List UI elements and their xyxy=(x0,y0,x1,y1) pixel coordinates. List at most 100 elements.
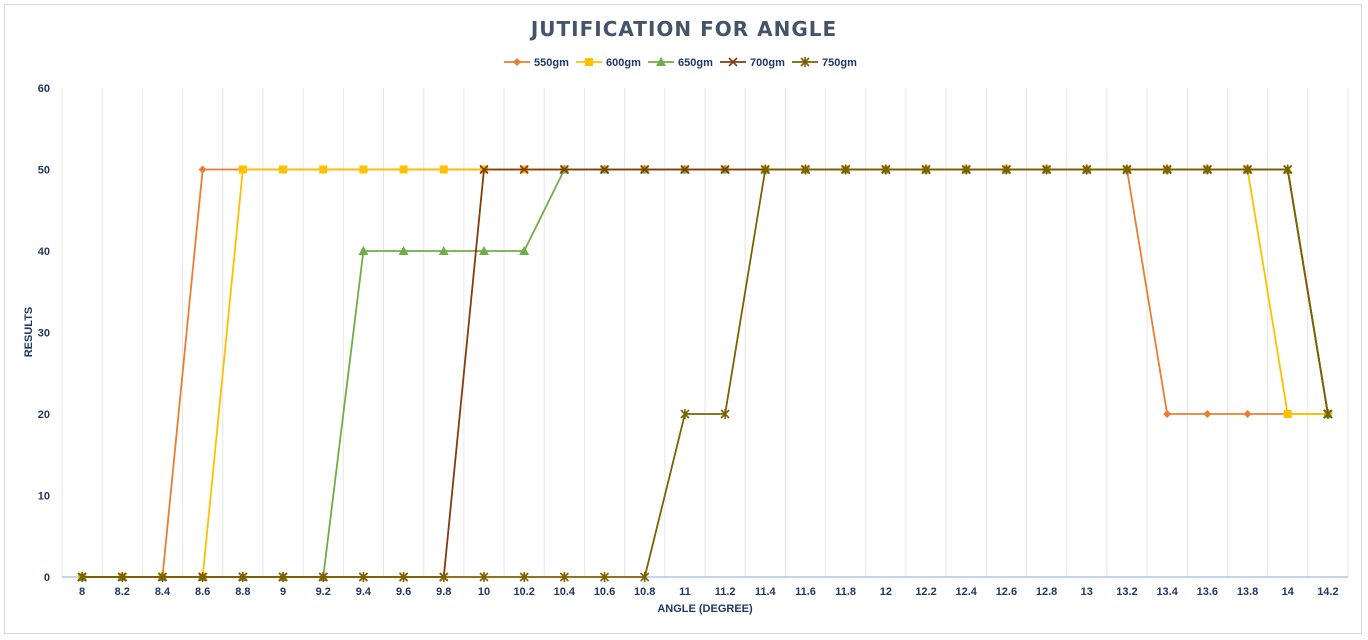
y-tick-label: 0 xyxy=(44,572,50,584)
legend-label: 550gm xyxy=(534,57,569,69)
data-point xyxy=(1283,164,1293,175)
legend-label: 750gm xyxy=(822,57,857,69)
y-tick-label: 30 xyxy=(38,328,50,340)
data-point xyxy=(117,572,127,582)
data-point xyxy=(760,164,770,175)
data-point xyxy=(680,409,690,419)
data-point xyxy=(438,246,449,255)
data-point xyxy=(319,165,328,174)
data-point xyxy=(1323,409,1333,419)
data-point xyxy=(921,164,931,175)
x-tick-label: 14 xyxy=(1282,586,1295,598)
data-point xyxy=(238,165,247,174)
data-point xyxy=(479,164,489,175)
data-point xyxy=(198,572,208,582)
data-point xyxy=(359,165,368,174)
legend-marker xyxy=(800,57,810,67)
data-point xyxy=(318,572,328,582)
legend-label: 600gm xyxy=(606,57,641,69)
x-tick-label: 9.2 xyxy=(316,586,331,598)
data-point xyxy=(1042,164,1052,175)
legend-marker xyxy=(513,58,521,66)
data-point xyxy=(157,572,168,582)
data-point xyxy=(1163,410,1172,418)
data-point xyxy=(720,409,730,419)
data-point xyxy=(1122,164,1132,175)
x-axis-ticks: 8 8.2 8.4 8.6 8.8 9 9.2 9.4 9.6 9.8 10 10.2 10.4 10.6… xyxy=(79,586,1339,598)
data-point xyxy=(720,164,730,175)
data-point xyxy=(1283,410,1292,418)
data-point xyxy=(961,164,971,175)
y-tick-label: 10 xyxy=(38,491,50,503)
y-tick-label: 20 xyxy=(38,409,50,421)
y-tick-label: 60 xyxy=(38,83,50,95)
x-tick-label: 9.6 xyxy=(396,586,411,598)
data-point xyxy=(358,246,369,255)
x-tick-label: 13.6 xyxy=(1197,586,1218,598)
x-tick-label: 8.4 xyxy=(155,586,171,598)
y-axis-title: RESULTS xyxy=(23,307,35,358)
data-point xyxy=(439,572,449,582)
legend-item-650gm: 650gm xyxy=(648,57,713,69)
data-point xyxy=(640,164,650,175)
x-tick-label: 12.8 xyxy=(1036,586,1057,598)
x-tick-label: 8.2 xyxy=(115,586,130,598)
data-point xyxy=(640,572,650,582)
data-point xyxy=(399,572,409,582)
chart-frame xyxy=(4,4,1362,634)
x-tick-label: 14.2 xyxy=(1317,586,1338,598)
x-axis-title: ANGLE (DEGREE) xyxy=(657,603,753,615)
grid xyxy=(61,88,1349,577)
data-point xyxy=(881,164,891,175)
y-tick-label: 50 xyxy=(38,165,50,177)
data-point xyxy=(519,164,529,175)
data-point xyxy=(599,572,610,582)
data-point xyxy=(1202,164,1212,175)
legend-item-750gm: 750gm xyxy=(792,57,857,69)
x-tick-label: 13.2 xyxy=(1116,586,1137,598)
data-point xyxy=(841,164,851,175)
y-axis-ticks: 0 10 20 30 40 50 60 xyxy=(38,83,50,584)
data-point xyxy=(1001,164,1011,175)
x-tick-label: 9 xyxy=(280,586,286,598)
legend-label: 650gm xyxy=(678,57,713,69)
x-tick-label: 12.2 xyxy=(915,586,936,598)
legend-label: 700gm xyxy=(750,57,785,69)
x-tick-label: 8 xyxy=(79,586,85,598)
chart-title: JUTIFICATION FOR ANGLE xyxy=(529,17,837,41)
data-point xyxy=(599,164,610,175)
legend-item-600gm: 600gm xyxy=(576,57,641,69)
x-tick-label: 12.6 xyxy=(996,586,1017,598)
x-tick-label: 11.4 xyxy=(755,586,777,598)
data-point xyxy=(1243,410,1252,418)
data-point xyxy=(1162,164,1172,175)
x-tick-label: 12 xyxy=(880,586,892,598)
data-point xyxy=(478,246,489,255)
data-point xyxy=(479,572,489,582)
data-point xyxy=(1242,164,1253,175)
x-tick-label: 8.8 xyxy=(235,586,250,598)
data-point xyxy=(238,572,248,582)
x-tick-label: 9.8 xyxy=(436,586,451,598)
legend-item-550gm: 550gm xyxy=(504,57,569,69)
x-tick-label: 13 xyxy=(1081,586,1093,598)
data-point xyxy=(279,165,288,174)
x-tick-label: 13.8 xyxy=(1237,586,1258,598)
x-tick-label: 9.4 xyxy=(356,586,372,598)
x-tick-label: 10 xyxy=(478,586,490,598)
x-tick-label: 8.6 xyxy=(195,586,210,598)
data-point xyxy=(680,164,690,175)
x-tick-label: 11.8 xyxy=(835,586,856,598)
data-point xyxy=(1082,164,1092,175)
series-line xyxy=(82,168,1329,578)
legend-item-700gm: 700gm xyxy=(720,57,785,69)
x-tick-label: 10.8 xyxy=(634,586,655,598)
x-tick-label: 12.4 xyxy=(956,586,978,598)
x-tick-label: 13.4 xyxy=(1156,586,1178,598)
data-point xyxy=(77,572,87,582)
data-point xyxy=(559,572,569,582)
legend-marker xyxy=(728,57,738,67)
series-750gm xyxy=(77,164,1333,582)
data-point xyxy=(519,572,529,582)
